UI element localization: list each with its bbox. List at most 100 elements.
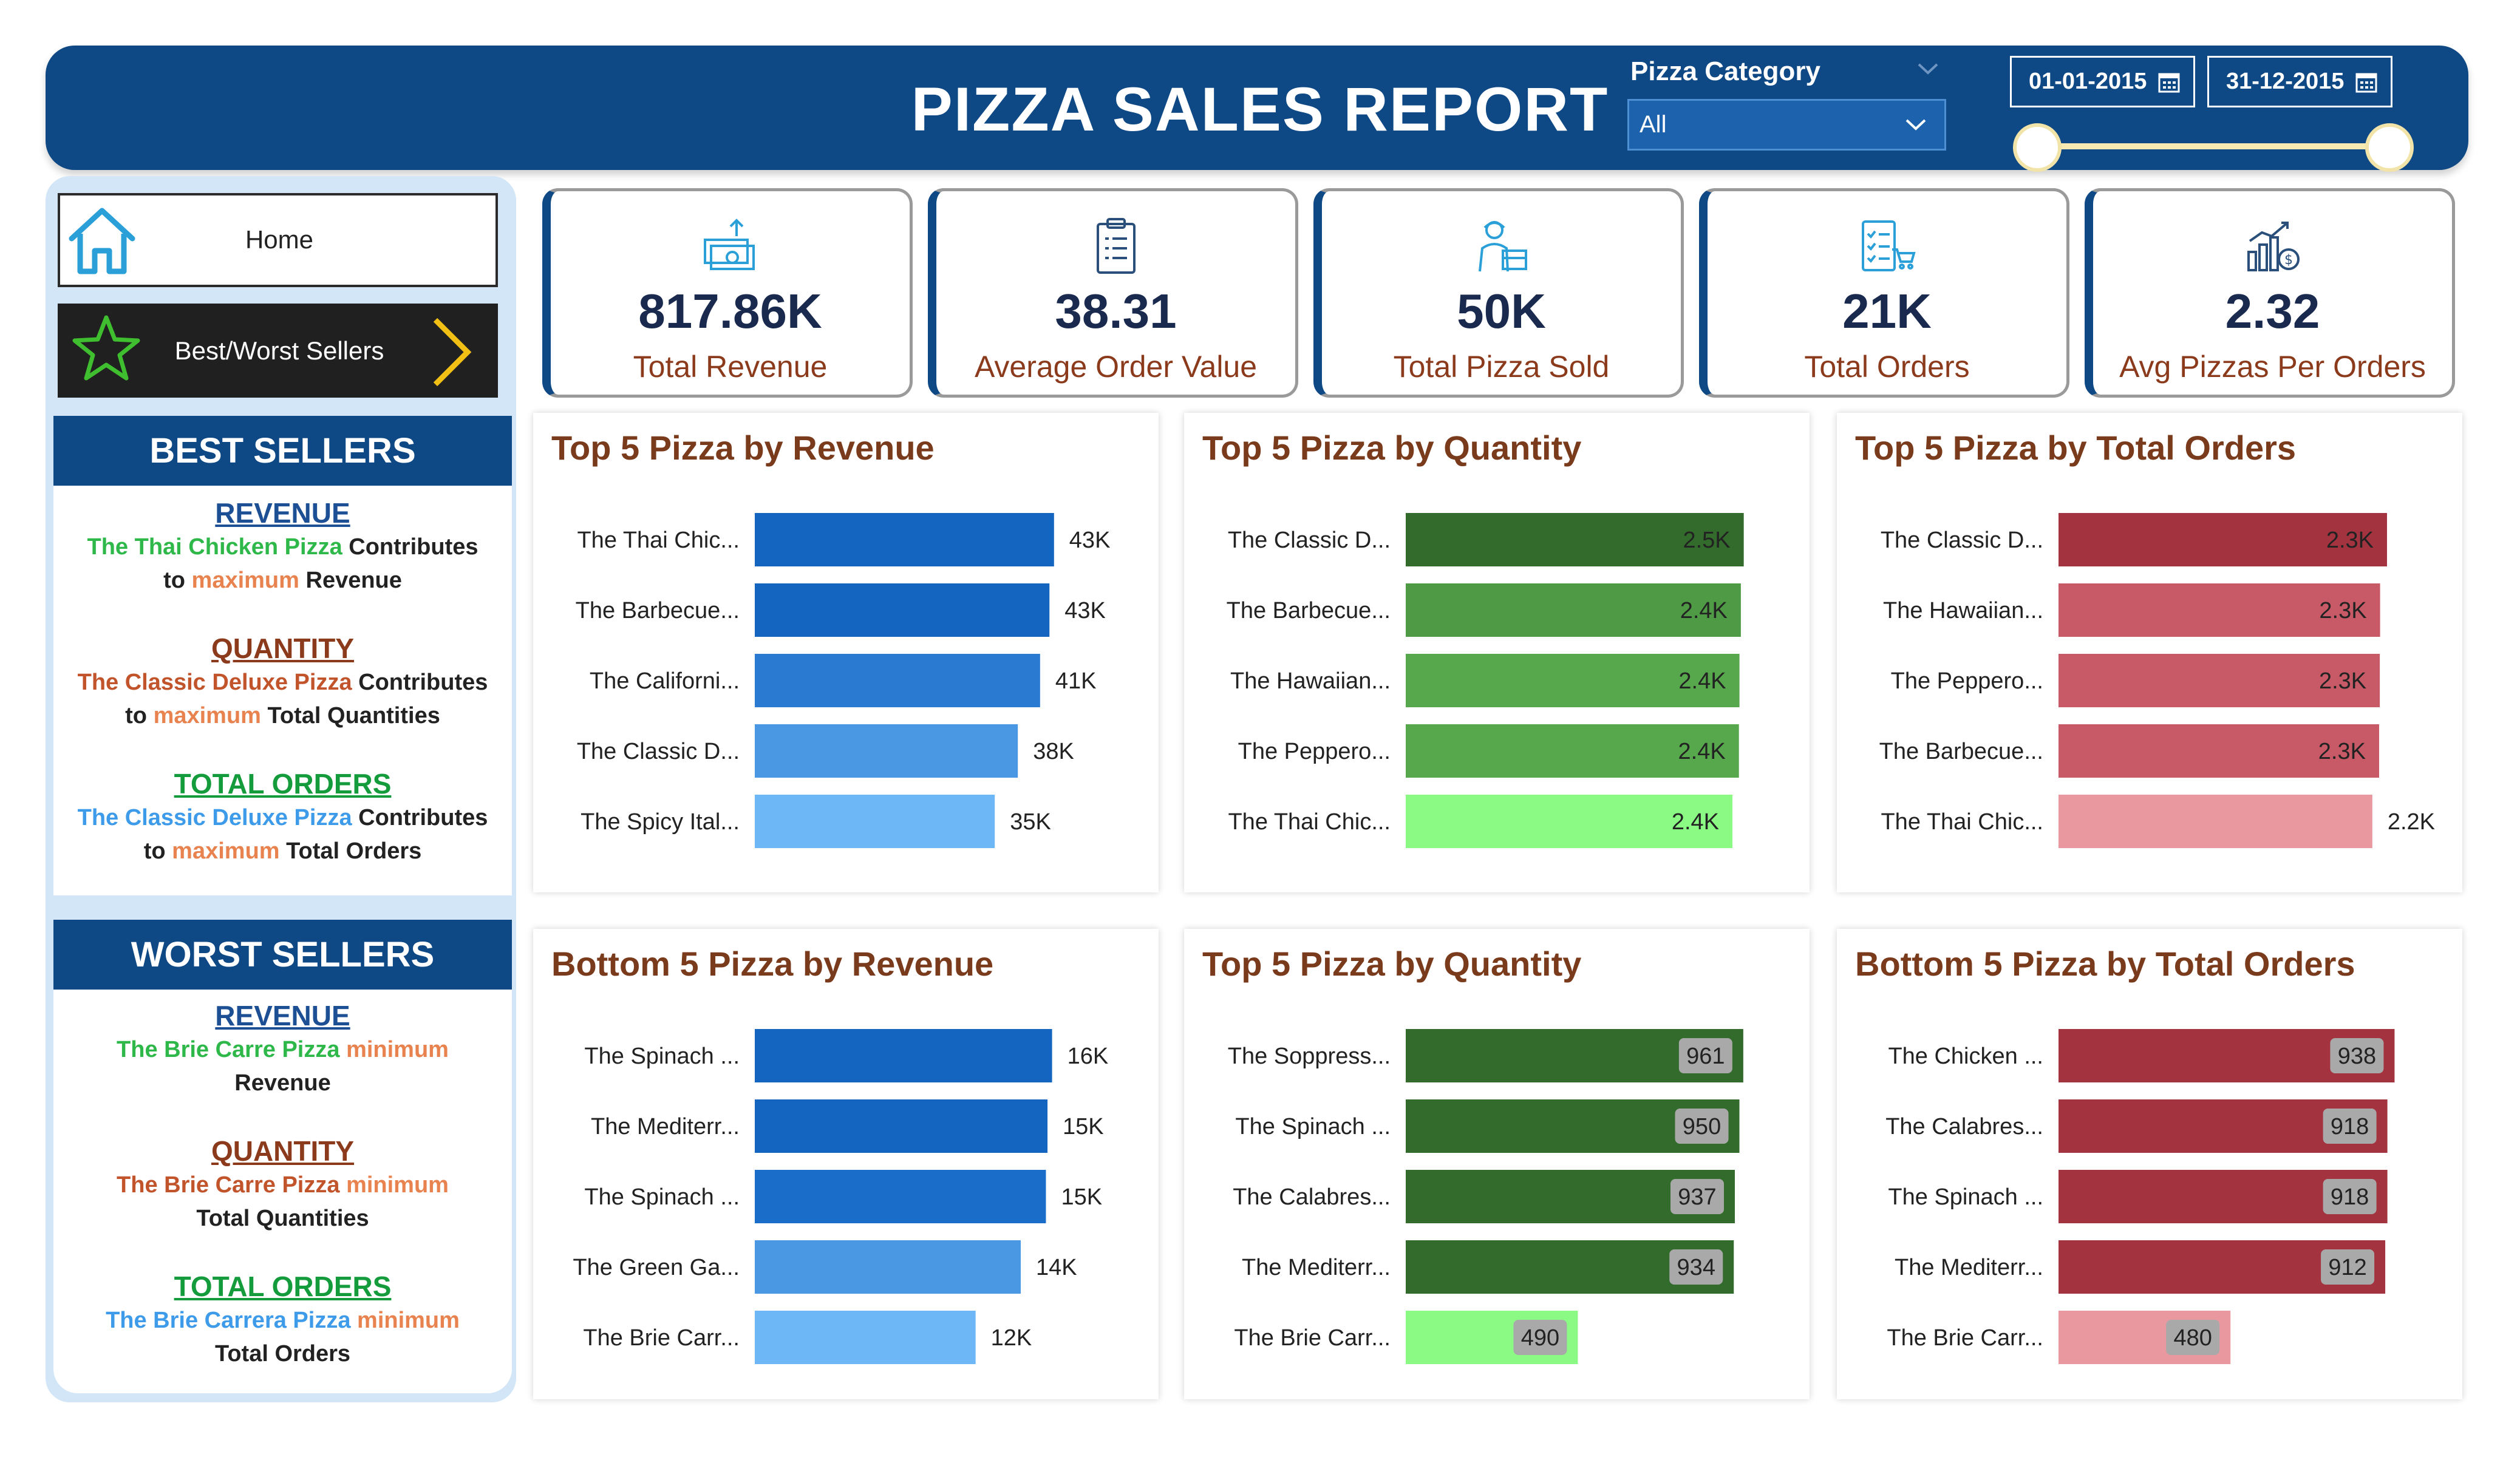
- date-range-slider-track[interactable]: [2037, 143, 2389, 149]
- best-orders-contributes: Contributes: [358, 805, 488, 830]
- order-checklist-icon: [1861, 220, 1916, 271]
- chart-title: Bottom 5 Pizza by Revenue: [551, 945, 994, 983]
- category-label: The Classic D...: [1881, 528, 2043, 553]
- data-label: 38K: [1033, 739, 1074, 764]
- data-label-badge: [1675, 1109, 1729, 1144]
- data-label: 918: [2331, 1184, 2369, 1210]
- kpi-total-pizza-sold: 50K Total Pizza Sold: [1313, 188, 1684, 398]
- date-range-start-handle[interactable]: [2013, 123, 2062, 172]
- bar: [755, 724, 1018, 778]
- date-range-end-handle[interactable]: [2365, 123, 2414, 172]
- delivery-person-icon: [1478, 221, 1527, 272]
- bar: [2059, 513, 2387, 566]
- bar: [1406, 724, 1739, 778]
- category-label: The Brie Carr...: [583, 1325, 740, 1351]
- bar: [755, 1099, 1048, 1153]
- best-revenue-pizza: The Thai Chicken Pizza: [87, 534, 342, 560]
- chart-panel-bottom-quantity: Top 5 Pizza by Quantity The Soppress... 9…: [1184, 929, 1810, 1399]
- data-label: 41K: [1055, 668, 1097, 694]
- kpi-value: 50K: [1457, 284, 1546, 338]
- worst-orders-metric: Total Orders: [214, 1341, 351, 1367]
- calendar-icon[interactable]: [2354, 70, 2379, 94]
- data-label-badge: [1670, 1179, 1724, 1214]
- kpi-label: Total Orders: [1804, 350, 1970, 384]
- kpi-value: 817.86K: [638, 284, 822, 338]
- category-label: The Classic D...: [577, 739, 740, 764]
- category-label: The Peppero...: [1238, 739, 1391, 764]
- category-dropdown[interactable]: [1627, 99, 1946, 151]
- best-orders-title: TOTAL ORDERS: [174, 768, 392, 800]
- chevron-down-icon[interactable]: [1913, 53, 1943, 84]
- chevron-right-icon[interactable]: [428, 313, 477, 392]
- end-date-value: 31-12-2015: [2226, 69, 2345, 94]
- data-label-badge: [2321, 1249, 2375, 1285]
- kpi-value: 2.32: [2225, 284, 2320, 338]
- bar: [2059, 654, 2380, 707]
- best-orders-metric: Total Orders: [286, 838, 422, 864]
- worst-quantity-title: QUANTITY: [211, 1135, 355, 1167]
- category-label: The Hawaiian...: [1883, 598, 2043, 623]
- data-label: 2.4K: [1678, 739, 1726, 764]
- category-label: The Thai Chic...: [1228, 809, 1391, 835]
- data-label: 950: [1683, 1114, 1721, 1139]
- best-revenue-contributes: Contributes: [349, 534, 478, 560]
- best-orders-line2: to maximum Total Orders: [53, 834, 512, 868]
- chart-svg: The Classic D... 2.5K The Barbecue... 2.4K T…: [1227, 513, 1744, 848]
- bar: [755, 513, 1054, 566]
- bar: [755, 1029, 1052, 1082]
- kpi-avg-pizzas-per-order: $ 2.32 Avg Pizzas Per Orders: [2085, 188, 2455, 398]
- data-label: 912: [2328, 1255, 2366, 1280]
- category-label: The Soppress...: [1228, 1044, 1391, 1069]
- worst-sellers-heading: WORST SELLERS: [53, 920, 512, 990]
- growth-chart-icon: $: [2247, 222, 2300, 271]
- best-quantity-to: to: [125, 703, 147, 728]
- worst-sellers-card: [53, 920, 512, 1393]
- category-label: The Spinach ...: [1888, 1184, 2043, 1210]
- chart-panel-bottom-orders: Bottom 5 Pizza by Total Orders The Chick…: [1837, 929, 2462, 1399]
- data-label: 35K: [1010, 809, 1051, 835]
- kpi-total-revenue: 817.86K Total Revenue: [542, 188, 913, 398]
- worst-orders-pizza: The Brie Carrera Pizza: [106, 1308, 351, 1333]
- data-label: 2.3K: [2326, 528, 2374, 553]
- kpi-value: 38.31: [1055, 284, 1177, 338]
- worst-revenue-line1: The Brie Carre Pizza minimum: [53, 1033, 512, 1067]
- chart-svg: The Spinach ... 16K The Mediterr... 15K The …: [573, 1029, 1108, 1364]
- chart-panel-top-quantity: Top 5 Pizza by Quantity The Classic D...…: [1184, 413, 1810, 892]
- data-label: 2.2K: [2388, 809, 2435, 835]
- chevron-down-icon[interactable]: [1901, 109, 1931, 140]
- bar: [755, 1170, 1046, 1223]
- data-label: 961: [1686, 1044, 1725, 1069]
- best-orders-pizza: The Classic Deluxe Pizza: [77, 805, 352, 830]
- category-label: The Barbecue...: [1879, 739, 2043, 764]
- worst-quantity-pizza: The Brie Carre Pizza: [117, 1172, 340, 1198]
- calendar-icon[interactable]: [2157, 70, 2181, 94]
- worst-revenue-pizza: The Brie Carre Pizza: [117, 1037, 340, 1062]
- home-icon: [69, 208, 135, 274]
- best-sellers-card: [53, 416, 512, 895]
- chart-title: Top 5 Pizza by Quantity: [1202, 945, 1582, 983]
- category-label: The Barbecue...: [576, 598, 740, 623]
- data-label: 937: [1678, 1184, 1716, 1210]
- data-label: 2.3K: [2319, 598, 2366, 623]
- home-button-label: Home: [245, 225, 314, 254]
- best-worst-sellers-button[interactable]: [58, 304, 498, 398]
- chart-panel-top-revenue: Top 5 Pizza by Revenue The Thai Chic... 4…: [533, 413, 1159, 892]
- end-date-field[interactable]: 31-12-2015: [2207, 56, 2392, 107]
- svg-text:$: $: [2284, 253, 2293, 268]
- worst-quantity-line1: The Brie Carre Pizza minimum: [53, 1168, 512, 1202]
- best-quantity-line1: The Classic Deluxe Pizza Contributes: [53, 665, 512, 699]
- start-date-field[interactable]: 01-01-2015: [2010, 56, 2195, 107]
- category-label: The Calabres...: [1233, 1184, 1391, 1210]
- kpi-average-order-value: 38.31 Average Order Value: [928, 188, 1298, 398]
- category-label: The Green Ga...: [573, 1255, 740, 1280]
- worst-orders-minimum: minimum: [357, 1308, 460, 1333]
- star-icon: [72, 315, 140, 381]
- clipboard-icon: [1096, 218, 1136, 274]
- worst-quantity-metric: Total Quantities: [196, 1206, 369, 1231]
- category-label: The Mediterr...: [591, 1114, 740, 1139]
- best-orders-to: to: [143, 838, 166, 864]
- category-label: The Chicken ...: [1888, 1044, 2043, 1069]
- data-label: 938: [2338, 1044, 2376, 1069]
- category-label: The Spinach ...: [1235, 1114, 1391, 1139]
- data-label-badge: [2330, 1038, 2384, 1073]
